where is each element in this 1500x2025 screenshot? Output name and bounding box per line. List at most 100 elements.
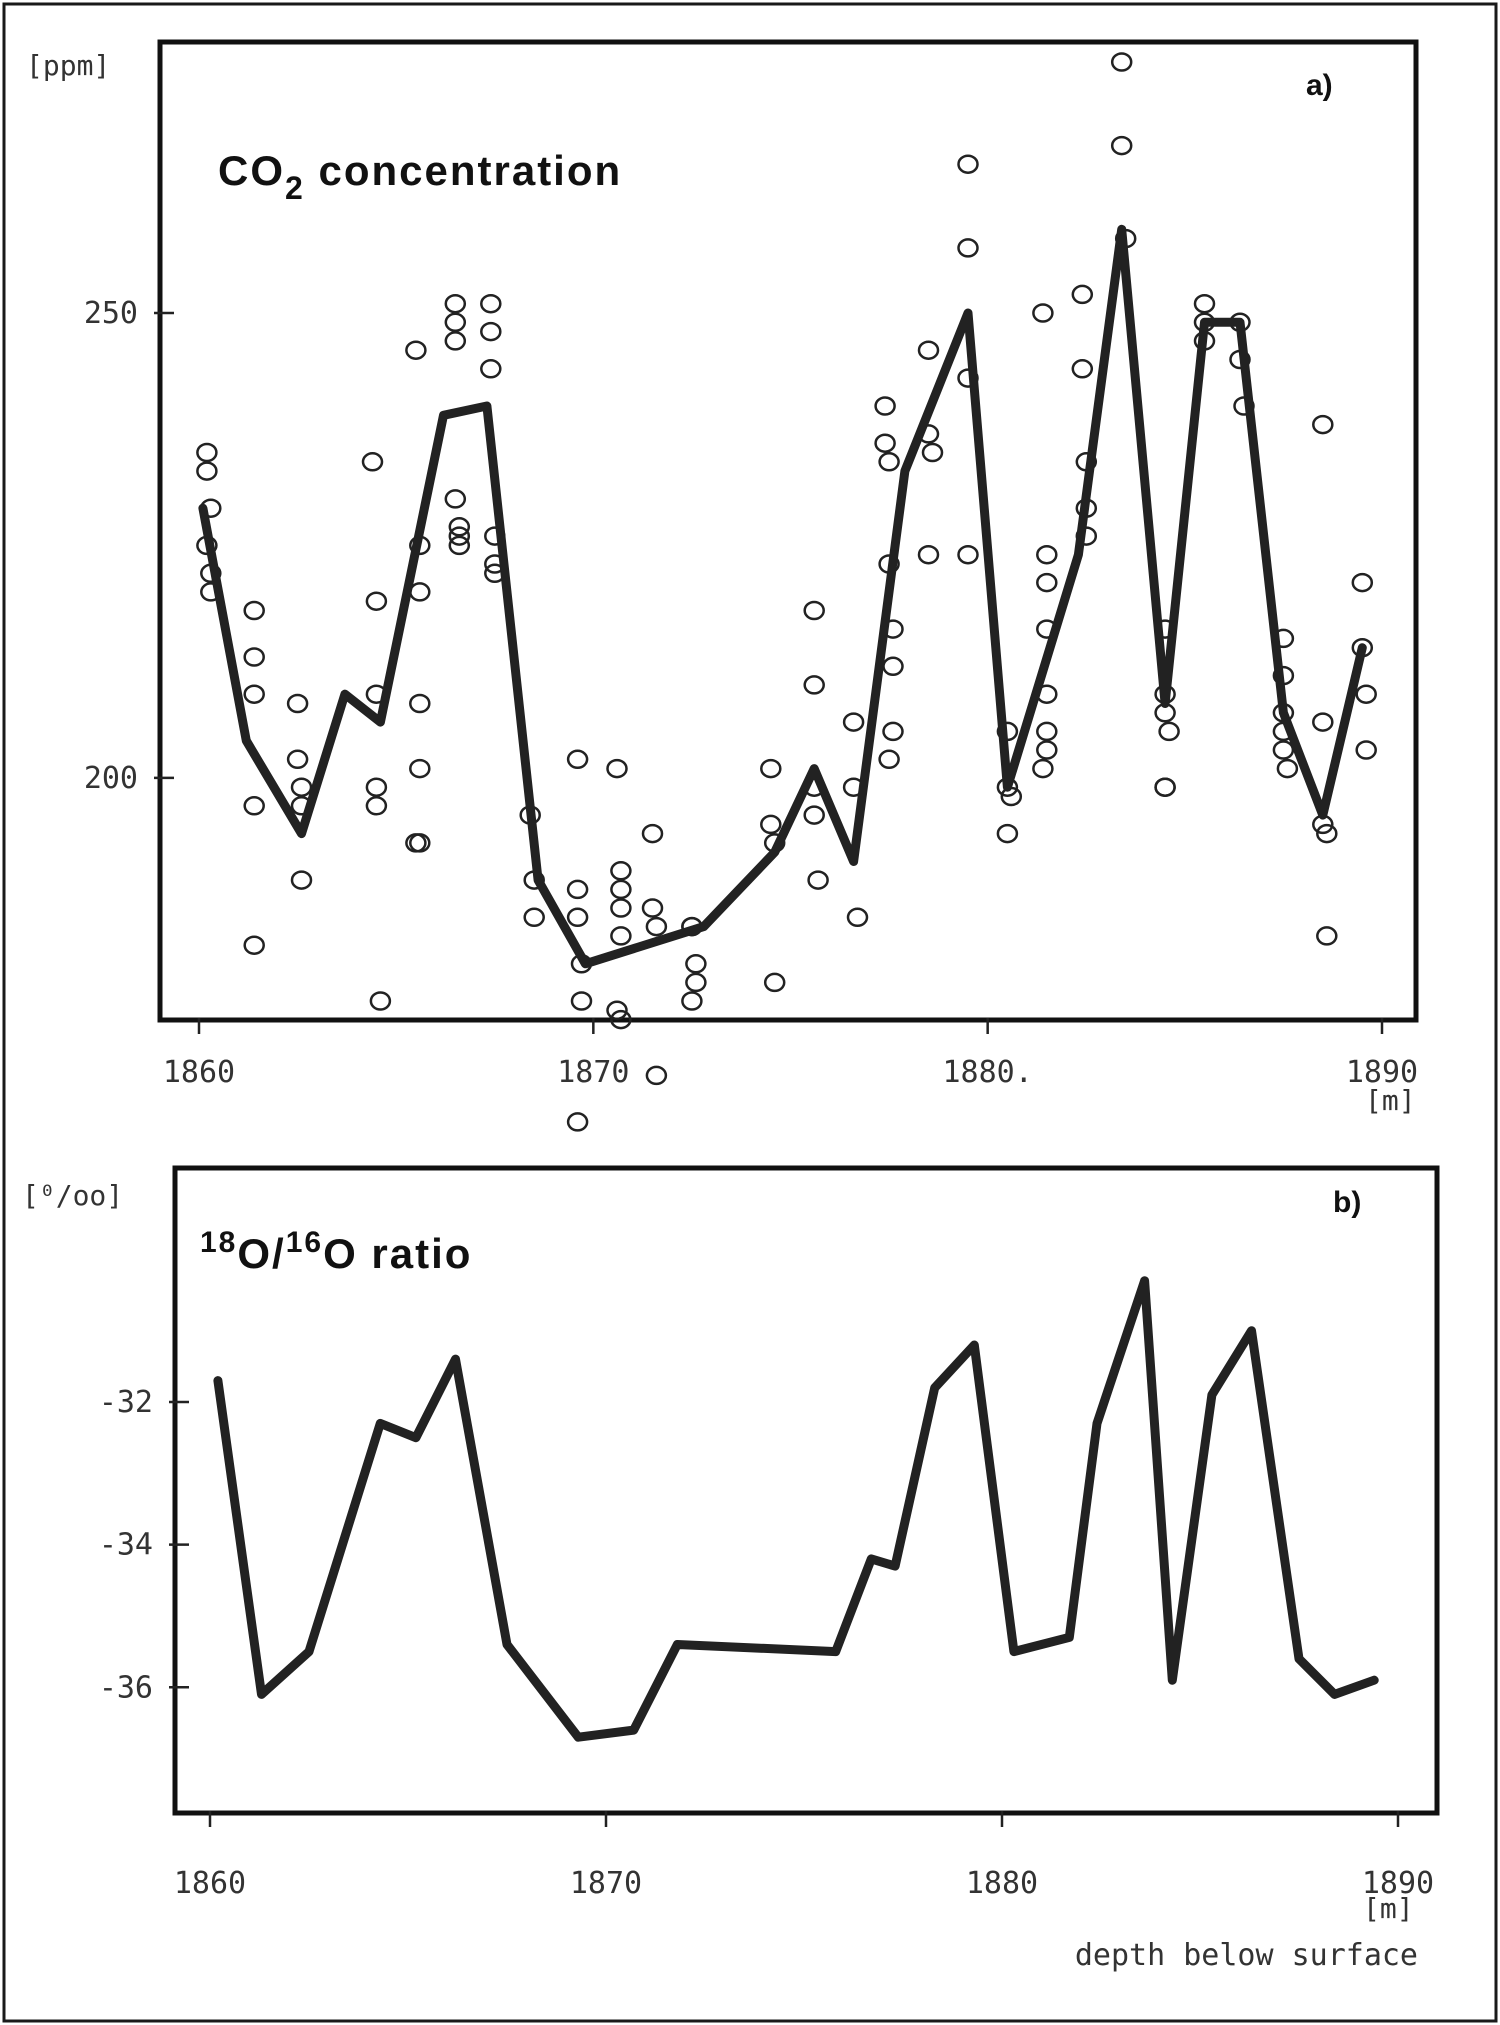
panel-a-x-tick-label-1: 1870: [557, 1055, 629, 1090]
panel-a-data-point: [803, 805, 825, 825]
panel-a-data-point: [566, 907, 589, 928]
panel-a-title-co: CO: [218, 147, 285, 194]
panel-a-data-point: [606, 758, 628, 779]
panel-a-data-point: [290, 870, 313, 890]
panel-b-series-line: [213, 1276, 1379, 1742]
panel-a-data-point: [480, 321, 502, 342]
panel-a-data-point: [610, 879, 632, 900]
panel-a-y-tick-label-0: 200: [84, 761, 138, 796]
panel-a-data-point: [760, 758, 782, 779]
panel-b-y-ticks: -32 -34 -36: [99, 1385, 189, 1705]
panel-a-data-point: [763, 972, 786, 993]
panel-a-data-point: [878, 749, 900, 770]
panel-a-data-point: [566, 1112, 589, 1132]
panel-a-data-point: [290, 777, 313, 797]
panel-b-label: b): [1333, 1186, 1361, 1219]
panel-a-data-point: [606, 1000, 628, 1021]
panel-b-y-tick-label-1: -34: [99, 1528, 153, 1563]
panel-a-data-point: [405, 340, 427, 360]
panel-a-data-point: [444, 489, 467, 509]
panel-b-y-tick-label-2: -36: [99, 1670, 153, 1705]
panel-a-data-point: [1276, 758, 1299, 779]
panel-a-x-tick-label-0: 1860: [163, 1055, 235, 1090]
panel-a-data-point: [1071, 284, 1094, 305]
panel-a-data-point: [878, 452, 900, 472]
panel-a-data-point: [842, 712, 865, 732]
panel-b-x-tick-label-2: 1880: [966, 1866, 1038, 1901]
panel-b-oxygen-isotope: [⁰/oo] b) 18O/16O ratio -32-34-36 1860 18…: [22, 1165, 1440, 1973]
panel-a-data-point: [1312, 414, 1334, 435]
panel-a-data-point: [566, 749, 589, 770]
panel-a-data-point: [409, 833, 431, 853]
panel-a-data-point: [365, 591, 388, 611]
panel-a-title-rest: concentration: [305, 147, 622, 194]
panel-a-x-ticks: 1860 1870 1880. 1890: [163, 1018, 1418, 1090]
panel-a-data-point: [1312, 712, 1334, 732]
panel-a-data-point: [243, 796, 265, 816]
panel-a-data-point: [444, 331, 467, 351]
panel-b-title-rest: O ratio: [323, 1230, 472, 1277]
panel-a-data-point: [803, 600, 825, 621]
panel-a-data-point: [480, 293, 502, 314]
panel-a-data-point: [803, 675, 825, 695]
panel-a-data-point: [1158, 721, 1180, 742]
panel-a-data-point: [921, 442, 944, 463]
panel-b-y-tick-label-0: -32: [99, 1385, 153, 1420]
panel-a-data-point: [1036, 544, 1058, 565]
panel-a-data-point: [444, 312, 467, 333]
panel-a-data-point: [1036, 721, 1058, 742]
panel-a-data-point: [409, 758, 431, 779]
panel-a-data-point: [243, 935, 265, 955]
panel-a-plot-frame: [157, 39, 1419, 1023]
panel-a-data-point: [448, 526, 471, 546]
panel-a-data-point: [1154, 777, 1176, 797]
panel-a-data-point: [1351, 572, 1374, 593]
panel-a-x-unit: [m]: [1365, 1084, 1416, 1117]
panel-b-x-unit: [m]: [1363, 1892, 1414, 1925]
panel-a-data-point: [874, 396, 896, 416]
panel-a-data-point: [610, 898, 632, 918]
panel-a-data-point: [1316, 823, 1338, 844]
panel-a-data-point: [685, 972, 707, 993]
panel-a-data-point: [523, 907, 545, 928]
panel-a-data-point: [846, 907, 869, 928]
panel-a-data-point: [369, 991, 392, 1011]
panel-a-data-point: [610, 861, 632, 881]
panel-b-x-tick-label-0: 1860: [174, 1866, 246, 1901]
panel-a-mean-line: [198, 224, 1367, 969]
panel-a-data-point: [1272, 740, 1295, 760]
panel-a-data-point: [1036, 740, 1058, 760]
panel-a-data-point: [641, 898, 664, 918]
panel-b-title-sup-16: 16: [286, 1226, 323, 1259]
panel-a-data-point: [361, 452, 384, 472]
panel-a-data-point: [286, 749, 309, 770]
panel-a-data-point: [645, 1065, 668, 1086]
panel-a-data-point: [1355, 740, 1377, 760]
panel-a-data-point: [243, 600, 265, 621]
panel-a-data-point: [610, 1009, 632, 1030]
panel-a-data-point: [1355, 684, 1377, 704]
panel-a-data-point: [566, 879, 589, 900]
panel-a-data-point: [760, 814, 782, 835]
panel-a-data-point: [882, 721, 904, 742]
panel-a-data-point: [807, 870, 829, 890]
panel-a-x-tick-label-2: 1880.: [943, 1055, 1033, 1090]
panel-a-data-point: [685, 954, 707, 974]
panel-a-data-point: [957, 238, 979, 258]
panel-b-x-tick-label-1: 1870: [570, 1866, 642, 1901]
panel-a-data-point: [196, 461, 218, 481]
panel-a-data-point: [448, 517, 471, 537]
panel-a-data-points: [196, 52, 1377, 1132]
panel-a-y-unit: [ppm]: [26, 49, 110, 82]
panel-a-y-tick-label-1: 250: [84, 296, 138, 331]
panel-a-data-point: [409, 693, 431, 714]
panel-a-data-point: [1110, 52, 1133, 72]
panel-a-title: CO2 concentration: [218, 147, 622, 206]
panel-a-data-point: [444, 293, 467, 314]
panel-b-x-ticks: 1860 1870 1880 1890: [174, 1811, 1434, 1901]
panel-a-data-point: [917, 340, 940, 360]
panel-a-title-subscript: 2: [285, 170, 305, 206]
panel-b-plot-frame: [172, 1165, 1440, 1816]
